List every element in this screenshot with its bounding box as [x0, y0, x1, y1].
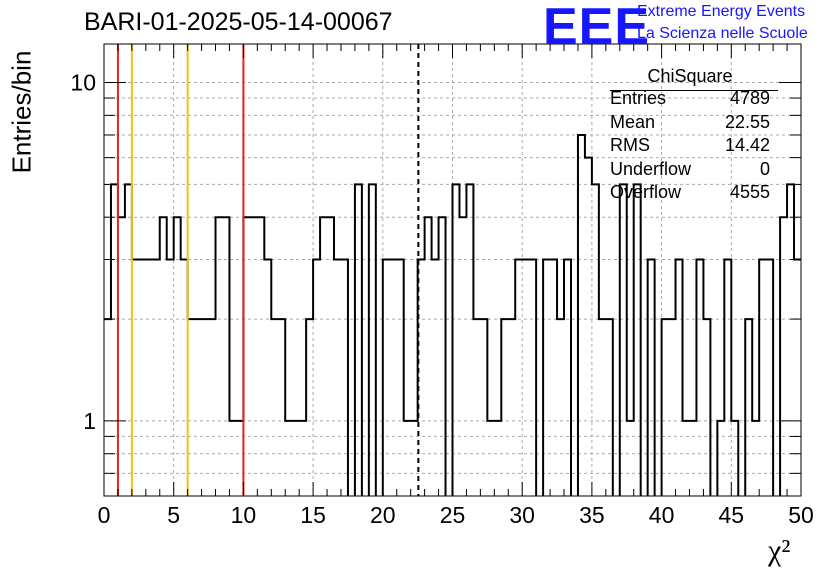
stats-row: Entries 4789 — [610, 88, 770, 112]
stats-box: ChiSquare Entries 4789 Mean 22.55 RMS 14.42… — [610, 66, 778, 206]
histogram-line — [104, 133, 801, 496]
x-tick-label: 15 — [300, 502, 326, 528]
y-axis-label: Entries/bin — [6, 50, 37, 174]
x-tick-label: 50 — [788, 502, 814, 528]
x-tick-label: 0 — [98, 502, 111, 528]
x-tick-label: 45 — [719, 502, 745, 528]
stats-label: Entries — [610, 88, 667, 108]
x-tick-label: 40 — [649, 502, 675, 528]
stats-row: Overflow 4555 — [610, 182, 770, 206]
x-tick-label: 20 — [370, 502, 396, 528]
stats-label: Mean — [610, 111, 656, 132]
y-tick-label: 10 — [70, 70, 96, 96]
x-tick-label: 5 — [167, 502, 180, 528]
logo-line-2: La Scienza nelle Scuole — [637, 25, 808, 42]
x-tick-label: 10 — [231, 502, 257, 528]
stats-value: 14.42 — [724, 135, 770, 155]
stats-label: Overflow — [610, 182, 682, 202]
stats-row: RMS 14.42 — [610, 135, 770, 159]
stats-label: Underflow — [610, 158, 692, 179]
logo-line-1: Extreme Energy Events — [637, 3, 806, 20]
stats-value: 4555 — [729, 182, 770, 202]
x-tick-label: 35 — [579, 502, 605, 528]
stats-name: ChiSquare — [647, 66, 733, 86]
x-tick-label: 25 — [440, 502, 466, 528]
stats-value: 4789 — [729, 88, 770, 108]
x-tick-label: 30 — [509, 502, 535, 528]
stats-label: RMS — [610, 135, 650, 155]
y-tick-label: 1 — [83, 408, 96, 434]
chart-title: BARI-01-2025-05-14-00067 — [84, 8, 393, 36]
stats-divider — [610, 90, 778, 91]
x-axis-label: χ² — [768, 534, 791, 567]
stats-row: Underflow 0 — [610, 159, 770, 183]
stats-row: Mean 22.55 — [610, 112, 770, 136]
stats-value: 22.55 — [724, 111, 770, 132]
stats-value: 0 — [759, 158, 770, 179]
eee-logo: EEE — [543, 0, 651, 56]
